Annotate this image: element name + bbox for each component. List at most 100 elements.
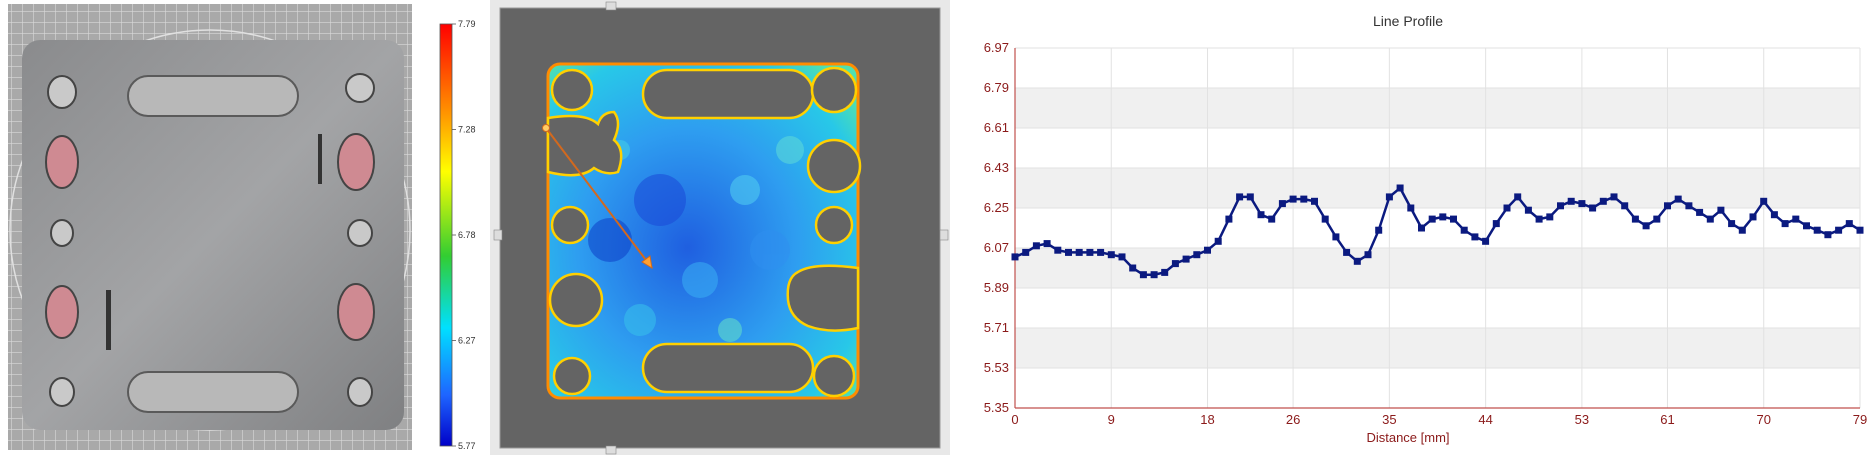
data-point: [1439, 213, 1447, 221]
data-point: [1845, 220, 1853, 228]
map-hole: [550, 68, 594, 112]
data-point: [1086, 248, 1094, 256]
x-tick-label: 61: [1660, 412, 1674, 427]
line-profile-chart: Line Profile 6.97 6.79 6.61 6.43 6.25 6.07 5.8…: [960, 0, 1876, 455]
data-point: [1450, 215, 1457, 223]
data-point: [1161, 268, 1169, 276]
map-slot-top: [641, 68, 815, 120]
y-tick-label: 5.89: [984, 280, 1009, 295]
data-point: [1032, 242, 1040, 250]
data-point: [1664, 202, 1671, 210]
data-point: [1385, 193, 1393, 201]
plate-hole: [45, 285, 79, 339]
data-point: [1022, 248, 1030, 256]
profile-line-arrowhead: [641, 255, 653, 269]
data-point: [1642, 222, 1650, 230]
data-point: [1364, 251, 1372, 259]
plate-hole: [347, 377, 373, 407]
data-point: [1835, 226, 1843, 234]
plate-hole: [337, 133, 375, 191]
data-point: [1535, 215, 1543, 223]
data-point: [1043, 240, 1051, 248]
data-point: [1182, 255, 1190, 263]
data-point: [1599, 197, 1607, 205]
data-point: [1696, 208, 1704, 216]
scroll-handle-left[interactable]: [493, 229, 503, 241]
data-point: [1171, 260, 1179, 268]
chart-title: Line Profile: [1373, 13, 1443, 29]
map-hole: [810, 66, 858, 114]
x-tick-label: 35: [1382, 412, 1396, 427]
map-hole: [552, 356, 592, 396]
data-point: [1428, 215, 1436, 223]
color-scale-label: 6.78: [458, 230, 476, 240]
data-point: [1685, 202, 1693, 210]
data-point: [1396, 184, 1404, 192]
data-point: [1204, 246, 1211, 254]
y-tick-label: 5.35: [984, 400, 1009, 415]
map-hole: [548, 272, 604, 328]
data-point: [1407, 204, 1415, 212]
thickness-map: [490, 0, 950, 455]
map-hole-lobe: [786, 264, 860, 332]
data-point: [1075, 248, 1083, 256]
x-tick-label: 44: [1478, 412, 1492, 427]
plate-hole: [50, 219, 74, 247]
data-point: [1706, 215, 1714, 223]
data-point: [1054, 246, 1062, 254]
data-point: [1193, 251, 1201, 259]
steel-plate: [22, 40, 404, 430]
data-point: [1375, 226, 1383, 234]
plate-narrow-slot: [318, 134, 322, 184]
data-point: [1129, 264, 1137, 272]
data-point: [1546, 213, 1554, 221]
data-point: [1097, 248, 1105, 256]
data-point: [1610, 193, 1618, 201]
data-point: [1524, 206, 1532, 214]
data-point: [1278, 200, 1286, 208]
data-point: [1653, 215, 1661, 223]
map-hole: [812, 354, 856, 398]
data-point: [1567, 197, 1575, 205]
plate-photo: [0, 0, 420, 455]
grid-band: [1015, 328, 1860, 368]
scroll-handle-top[interactable]: [605, 1, 617, 11]
data-point: [1621, 202, 1629, 210]
color-scale-label: 7.79: [458, 19, 476, 29]
map-slot-bottom: [641, 342, 815, 394]
y-tick-label: 6.07: [984, 240, 1009, 255]
data-point: [1246, 193, 1254, 201]
map-hole: [814, 205, 854, 245]
data-point: [1803, 222, 1810, 230]
grid-band: [1015, 248, 1860, 288]
scroll-handle-right[interactable]: [939, 229, 949, 241]
data-point: [1289, 195, 1297, 203]
color-scale-label: 5.77: [458, 441, 476, 451]
map-hole: [550, 205, 590, 245]
profile-line-start[interactable]: [542, 124, 550, 132]
profile-line[interactable]: [545, 127, 653, 269]
grid-band: [1015, 88, 1860, 128]
data-point: [1728, 220, 1736, 228]
data-point: [1781, 220, 1789, 228]
scroll-handle-bottom[interactable]: [605, 445, 617, 455]
data-point: [1589, 204, 1597, 212]
y-tick-label: 6.43: [984, 160, 1009, 175]
x-tick-label: 26: [1286, 412, 1300, 427]
data-point: [1760, 197, 1768, 205]
data-point: [1674, 195, 1682, 203]
data-point: [1717, 206, 1725, 214]
color-scale: 7.79 7.28 6.78 6.27 5.77: [420, 0, 490, 455]
data-point: [1343, 248, 1351, 256]
data-point: [1236, 193, 1244, 201]
x-tick-label: 9: [1108, 412, 1115, 427]
data-point: [1514, 193, 1522, 201]
data-point: [1492, 220, 1500, 228]
data-point: [1631, 215, 1639, 223]
plate-photo-drawing: [8, 4, 412, 450]
plate-slot-top: [127, 75, 299, 117]
y-tick-label: 6.25: [984, 200, 1009, 215]
data-point: [1065, 248, 1072, 256]
map-hole: [806, 138, 862, 194]
y-tick-label: 6.61: [984, 120, 1009, 135]
